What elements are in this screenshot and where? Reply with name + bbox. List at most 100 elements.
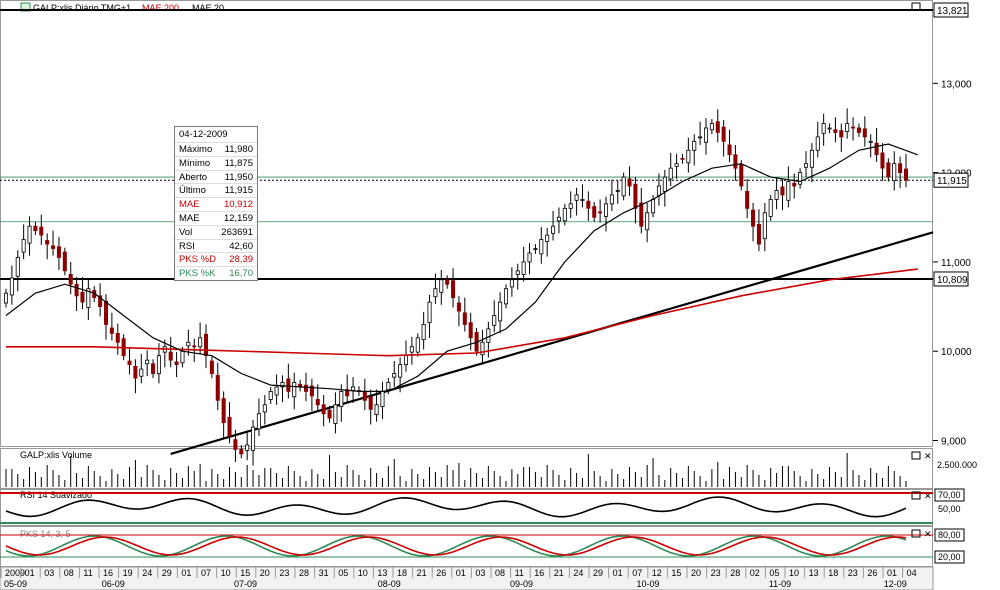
tooltip-row: Máximo 11,980 bbox=[175, 142, 257, 156]
candle-body bbox=[9, 277, 14, 296]
restore-icon[interactable] bbox=[911, 2, 921, 11]
candle-body bbox=[539, 239, 544, 255]
x-day-label: 31 bbox=[319, 568, 329, 578]
x-day-label: 23 bbox=[711, 568, 721, 578]
candle-body bbox=[286, 378, 291, 392]
tooltip-row-label: MAE bbox=[179, 199, 200, 211]
candle-body bbox=[398, 364, 403, 378]
candle-body bbox=[874, 142, 879, 156]
candle-body bbox=[639, 202, 644, 227]
candle-body bbox=[139, 368, 144, 377]
x-day-label: 05 bbox=[338, 568, 348, 578]
candle-body bbox=[509, 279, 514, 288]
x-month-label: 05-09 bbox=[4, 579, 27, 589]
x-day-label: 18 bbox=[397, 568, 407, 578]
candle-body bbox=[492, 315, 497, 326]
candle-body bbox=[39, 226, 44, 236]
mae20-line bbox=[5, 143, 919, 392]
price-pane-title[interactable]: GALP:xlis Diário TMG+1 bbox=[33, 3, 131, 13]
candle-body bbox=[145, 359, 150, 365]
price-mark-box bbox=[933, 2, 969, 18]
tooltip-row: Vol 263691 bbox=[175, 224, 257, 239]
x-day-label: 2009 bbox=[5, 568, 25, 578]
close-icon[interactable]: ✕ bbox=[924, 491, 932, 501]
x-day-label: 28 bbox=[730, 568, 740, 578]
candle-body bbox=[851, 126, 856, 129]
x-day-label: 05 bbox=[769, 568, 779, 578]
candle-body bbox=[798, 172, 803, 185]
candle-body bbox=[886, 162, 891, 178]
close-icon[interactable]: ✕ bbox=[924, 529, 932, 539]
x-day-label: 02 bbox=[750, 568, 760, 578]
candle-body bbox=[415, 337, 420, 353]
candle-body bbox=[439, 279, 444, 293]
candle-body bbox=[251, 426, 256, 451]
price-mark-label: 13,821 bbox=[937, 6, 968, 17]
tooltip-row: PKS %D 28,39 bbox=[175, 252, 257, 266]
x-day-label: 11 bbox=[515, 568, 524, 578]
x-day-label: 19 bbox=[123, 568, 133, 578]
candle-body bbox=[774, 190, 779, 200]
candle-body bbox=[292, 382, 297, 398]
tooltip-row-label: Máximo bbox=[179, 144, 213, 155]
data-tooltip: 04-12-2009 Máximo 11,980 Mínimo 11,875 Abert… bbox=[174, 126, 258, 281]
x-day-label: 01 bbox=[456, 568, 466, 578]
candle-body bbox=[827, 127, 832, 130]
candle-body bbox=[727, 144, 732, 156]
candle-body bbox=[345, 389, 350, 397]
candle-body bbox=[698, 136, 703, 139]
restore-icon[interactable] bbox=[911, 491, 921, 500]
x-day-label: 03 bbox=[475, 568, 485, 578]
trendline-layer bbox=[170, 231, 934, 455]
tooltip-row: RSI 42,60 bbox=[175, 238, 257, 253]
tooltip-row-value: 11,875 bbox=[224, 157, 253, 169]
x-day-label: 07 bbox=[201, 568, 211, 578]
candle-body bbox=[756, 224, 761, 245]
restore-icon[interactable] bbox=[911, 451, 921, 460]
candle-body bbox=[227, 416, 232, 437]
candle-body bbox=[433, 288, 438, 298]
candle-body bbox=[768, 199, 773, 217]
candle-body bbox=[62, 251, 67, 272]
candle-body bbox=[745, 190, 750, 209]
price-tick-label: 10,000 bbox=[941, 347, 972, 358]
volume-axis-tick: 2.500.000 bbox=[937, 460, 977, 470]
candle-body bbox=[262, 404, 267, 413]
pks-tick-20-box bbox=[934, 550, 965, 564]
candle-body bbox=[268, 391, 273, 400]
price-pane-frame bbox=[0, 0, 933, 447]
pane-controls[interactable]: ✕ ✕ ✕ bbox=[911, 2, 932, 539]
rsi-line bbox=[5, 496, 907, 518]
restore-icon[interactable] bbox=[911, 529, 921, 538]
tooltip-row-label: Aberto bbox=[179, 171, 207, 183]
candle-body bbox=[627, 178, 632, 187]
x-day-label: 29 bbox=[162, 568, 172, 578]
candle-body bbox=[33, 225, 38, 232]
tooltip-row-value: 12,159 bbox=[223, 212, 253, 224]
candle-body bbox=[180, 350, 185, 364]
candle-body bbox=[733, 154, 738, 169]
candle-body bbox=[56, 246, 61, 258]
indicator-mae20-label[interactable]: MAE 20 bbox=[192, 3, 224, 13]
candle-body bbox=[533, 248, 538, 250]
x-day-label: 04 bbox=[907, 568, 917, 578]
tooltip-row: Aberto 11,950 bbox=[175, 169, 257, 184]
close-icon[interactable]: ✕ bbox=[924, 451, 932, 461]
candle-body bbox=[856, 127, 861, 133]
x-day-label: 21 bbox=[417, 568, 427, 578]
candle-body bbox=[368, 396, 373, 410]
price-tick-label: 13,000 bbox=[941, 79, 972, 90]
candle-body bbox=[192, 345, 197, 348]
candle-body bbox=[280, 382, 285, 388]
pks-tick-80: 80,00 bbox=[938, 530, 961, 540]
candle-body bbox=[315, 399, 320, 406]
candle-body bbox=[409, 346, 414, 353]
indicator-mae200-label[interactable]: MAE 200 bbox=[142, 3, 179, 13]
candle-body bbox=[580, 199, 585, 201]
candle-body bbox=[739, 164, 744, 187]
tooltip-row-label: Último bbox=[179, 185, 206, 197]
tooltip-row-label: PKS %K bbox=[179, 268, 216, 280]
candle-body bbox=[674, 163, 679, 167]
trendline bbox=[170, 231, 934, 455]
